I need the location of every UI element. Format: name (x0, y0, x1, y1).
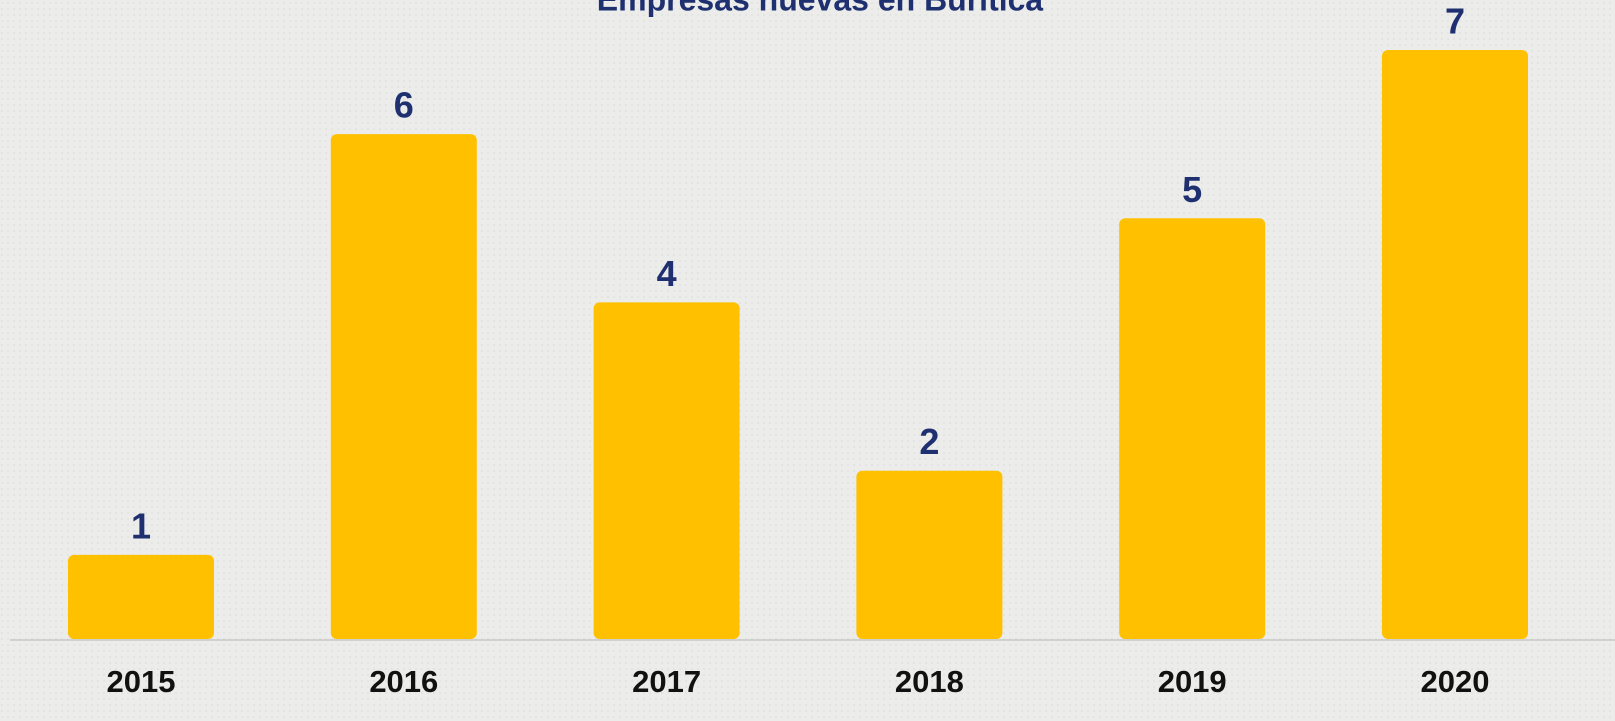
value-label: 5 (1182, 169, 1202, 210)
x-tick-label: 2019 (1158, 664, 1227, 699)
bar (1382, 50, 1528, 639)
x-tick-label: 2017 (632, 664, 701, 699)
value-label: 7 (1445, 1, 1465, 42)
bar (856, 470, 1003, 639)
bar (1119, 218, 1266, 640)
value-label: 6 (394, 85, 414, 126)
value-label: 1 (131, 505, 151, 546)
x-tick-label: 2016 (369, 664, 438, 699)
value-label: 4 (657, 253, 677, 294)
bar (68, 554, 214, 639)
x-tick-label: 2020 (1421, 664, 1490, 699)
x-tick-label: 2018 (895, 664, 964, 699)
bar (330, 134, 477, 639)
value-label: 2 (919, 421, 939, 462)
x-tick-label: 2015 (107, 664, 176, 699)
bar (593, 302, 740, 639)
chart-title: Empresas nuevas en Buriticá (597, 0, 1044, 17)
